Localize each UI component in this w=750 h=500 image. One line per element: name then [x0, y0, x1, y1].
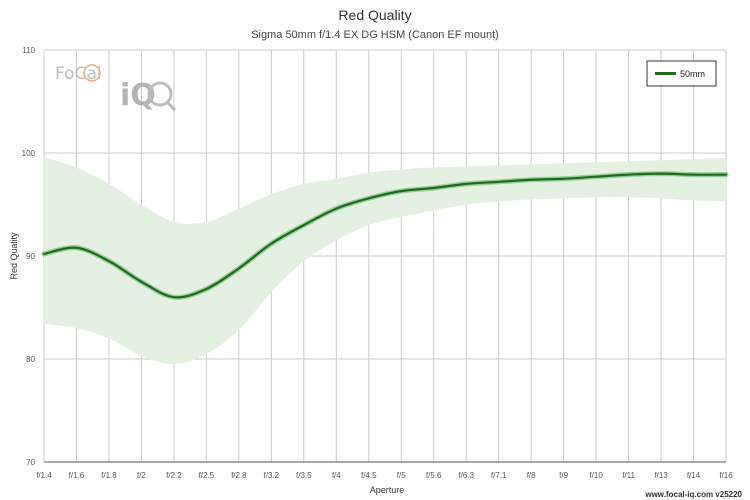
focal-iq-logo: FoCal iQ: [55, 64, 177, 113]
logo-magnifier-handle-icon: [165, 100, 177, 112]
x-tick-label: f/2.5: [199, 471, 215, 480]
y-tick-label: 100: [22, 149, 36, 158]
x-tick-label: f/1.6: [69, 471, 85, 480]
footer-url: www.focal-iq.com v25220: [644, 490, 742, 499]
x-tick-label: f/4: [332, 471, 341, 480]
y-tick-label: 90: [26, 252, 35, 261]
legend-label-50mm: 50mm: [680, 69, 705, 79]
x-tick-label: f/1.4: [36, 471, 52, 480]
quality-band-0: [44, 157, 726, 365]
x-axis-label: Aperture: [370, 485, 405, 495]
logo-ring-icon: [83, 64, 101, 82]
x-tick-label: f/3.5: [296, 471, 312, 480]
grid: [43, 49, 727, 463]
chart-title: Red Quality: [338, 7, 411, 23]
quality-band: [44, 157, 726, 365]
x-tick-label: f/1.8: [101, 471, 117, 480]
logo-magnifier-icon: [147, 81, 173, 107]
x-tick-label: f/13: [654, 471, 668, 480]
x-tick-label: f/5.6: [426, 471, 442, 480]
y-tick-labels: 70 80 90 100 110: [22, 46, 36, 467]
x-tick-label: f/14: [687, 471, 701, 480]
x-tick-label: f/5: [397, 471, 406, 480]
logo-text-focal: FoCal: [55, 64, 102, 84]
y-tick-label: 110: [22, 46, 35, 55]
x-tick-label: f/7.1: [491, 471, 507, 480]
x-tick-label: f/3.2: [264, 471, 280, 480]
x-tick-label: f/10: [589, 471, 603, 480]
y-tick-label: 70: [26, 458, 35, 467]
x-tick-labels: f/1.4 f/1.6 f/1.8 f/2 f/2.2 f/2.5 f/2.8 f/3.2 f/…: [36, 471, 733, 480]
x-tick-label: f/2: [137, 471, 146, 480]
x-tick-label: f/9: [559, 471, 568, 480]
x-tick-label: f/2.8: [231, 471, 247, 480]
y-tick-label: 80: [26, 355, 35, 364]
x-tick-label: f/4.5: [361, 471, 377, 480]
series-lines: [41, 171, 729, 300]
x-tick-label: f/11: [622, 471, 635, 480]
series-line-50mm: [42, 172, 728, 299]
x-tick-label: f/8: [527, 471, 536, 480]
x-tick-label: f/2.2: [166, 471, 182, 480]
chart-subtitle: Sigma 50mm f/1.4 EX DG HSM (Canon EF mou…: [251, 29, 499, 41]
x-tick-label: f/6.3: [458, 471, 474, 480]
legend: 50mm: [646, 60, 717, 87]
x-tick-label: f/16: [719, 471, 733, 480]
y-axis-label: Red Quality: [9, 232, 19, 280]
